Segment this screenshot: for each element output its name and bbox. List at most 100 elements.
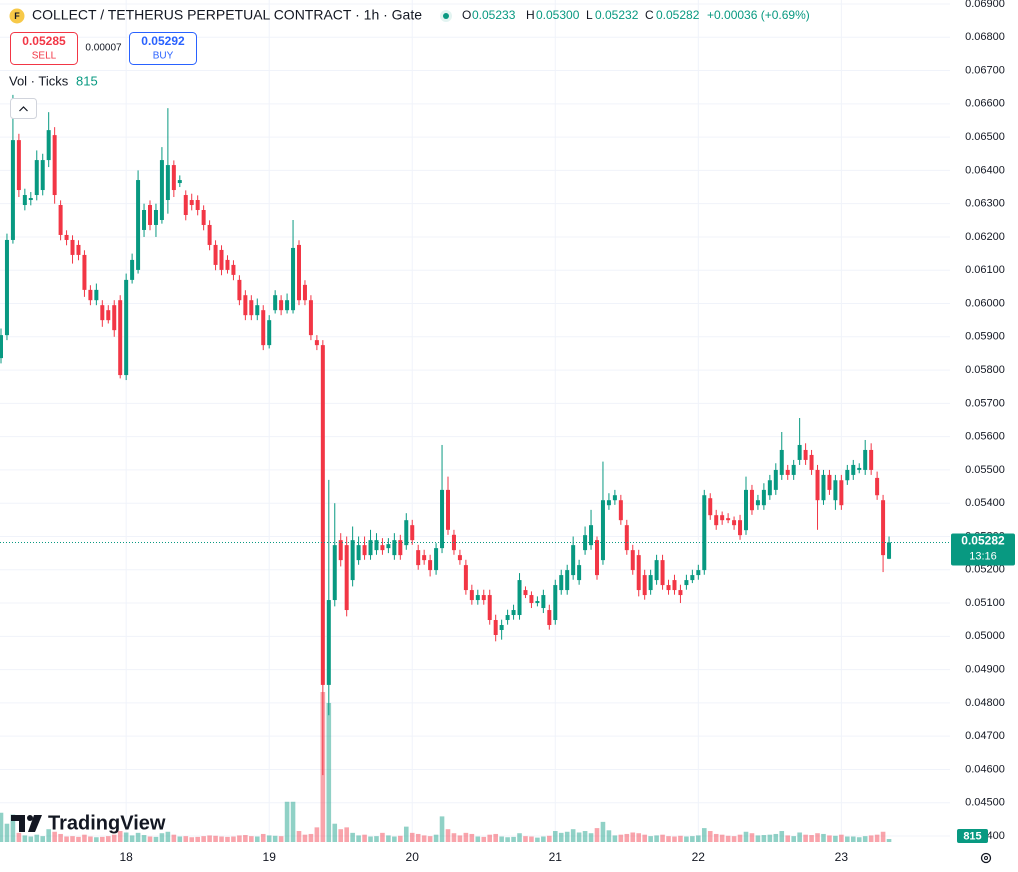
volume-bar — [547, 835, 552, 842]
settings-icon[interactable] — [980, 852, 992, 864]
volume-bar — [219, 836, 224, 842]
volume-bar — [427, 836, 433, 842]
candle-body — [46, 130, 51, 161]
candle-body — [237, 279, 242, 301]
volume-bar — [159, 833, 165, 842]
volume-bar — [64, 836, 69, 842]
candle-body — [821, 474, 826, 501]
candle-body — [815, 469, 820, 501]
volume-bar — [707, 831, 713, 842]
candle-body — [183, 195, 188, 215]
candle-body — [94, 289, 99, 301]
buy-button[interactable] — [129, 32, 197, 65]
candle-body — [726, 518, 731, 521]
volume-bar — [833, 835, 838, 842]
candle-body — [493, 620, 498, 635]
candle-body — [392, 540, 397, 556]
legend-low-label: L — [586, 8, 593, 22]
legend-high-label: H — [526, 8, 535, 22]
y-tick-label: 0.04800 — [965, 697, 1005, 709]
candle-body — [446, 489, 450, 530]
candle-body — [773, 469, 778, 490]
candle-body — [499, 625, 504, 631]
volume-bar — [362, 834, 367, 842]
volume-bar — [815, 833, 820, 842]
candle-body — [571, 545, 576, 576]
candle-body — [779, 449, 784, 475]
candle-body — [881, 500, 886, 556]
candle-body — [326, 600, 331, 685]
candle-body — [0, 335, 3, 359]
price-axis — [950, 0, 1018, 872]
volume-bar — [433, 834, 439, 842]
symbol-logo — [9, 8, 25, 24]
candle-body — [118, 300, 123, 376]
candle-body — [76, 244, 81, 255]
volume-bar — [457, 835, 463, 842]
volume-bar — [570, 829, 576, 842]
volume-bar — [94, 837, 99, 842]
volume-bar — [58, 833, 63, 842]
volume-bar — [344, 827, 349, 842]
candle-body — [648, 575, 653, 591]
candle-body — [660, 560, 665, 586]
candle-body — [332, 545, 337, 601]
volume-bar — [469, 833, 475, 842]
candle-body — [261, 310, 266, 346]
candle-body — [505, 615, 510, 621]
buy-price: 0.05292 — [141, 34, 185, 48]
volume-bar — [445, 829, 451, 842]
grid — [0, 0, 950, 842]
volume-bar — [290, 801, 296, 842]
brand-logo — [11, 815, 42, 832]
candle-body — [428, 560, 433, 571]
volume-bar — [606, 830, 612, 842]
candle-body — [738, 520, 743, 536]
candle-body — [463, 565, 468, 591]
y-tick-label: 0.06500 — [965, 131, 1005, 143]
volume-bar — [111, 834, 117, 842]
volume-bar — [541, 836, 546, 842]
volume-bar — [195, 836, 200, 842]
volume-bar — [141, 835, 147, 842]
volume-bar — [189, 837, 195, 842]
candle-body — [595, 540, 599, 576]
candle-body — [559, 575, 564, 591]
volume-bar — [392, 836, 397, 842]
last-time-label: 13:16 — [969, 550, 997, 562]
x-tick-label: 23 — [835, 850, 849, 864]
sell-button[interactable] — [10, 32, 78, 65]
candle-body — [553, 585, 558, 621]
volume-bar — [612, 835, 618, 842]
symbol-title[interactable]: COLLECT / TETHERUS PERPETUAL CONTRACT · … — [32, 7, 422, 23]
volume-bar — [713, 833, 719, 842]
candle-body — [22, 195, 27, 206]
candle-body — [875, 477, 880, 496]
candle-body — [338, 540, 343, 561]
volume-bar — [821, 833, 826, 842]
last-price-tag — [951, 533, 1015, 566]
volume-bar — [755, 835, 761, 842]
volume-bar — [0, 812, 4, 842]
volume-tag-label: 815 — [963, 830, 981, 842]
volume-indicator[interactable]: Vol · Ticks — [9, 73, 69, 88]
candle-body — [809, 454, 814, 470]
volume-bar — [153, 836, 159, 842]
y-tick-label: 0.04900 — [965, 664, 1005, 676]
volume-bar — [552, 831, 558, 842]
volume-bar — [451, 833, 457, 842]
candle-body — [606, 500, 611, 506]
candle-body — [702, 495, 707, 571]
volume-bar — [415, 833, 421, 842]
candle-body — [4, 239, 9, 336]
y-tick-label: 0.06200 — [965, 231, 1005, 243]
volume-bar — [386, 835, 391, 842]
y-tick-label: 0.06100 — [965, 264, 1005, 276]
candle-body — [434, 548, 439, 571]
candle-body — [714, 515, 719, 526]
volume-bar — [28, 836, 34, 842]
volume-bar — [46, 829, 51, 842]
candle-body — [106, 310, 111, 321]
collapse-button[interactable] — [10, 98, 37, 119]
candle-body — [267, 320, 272, 346]
